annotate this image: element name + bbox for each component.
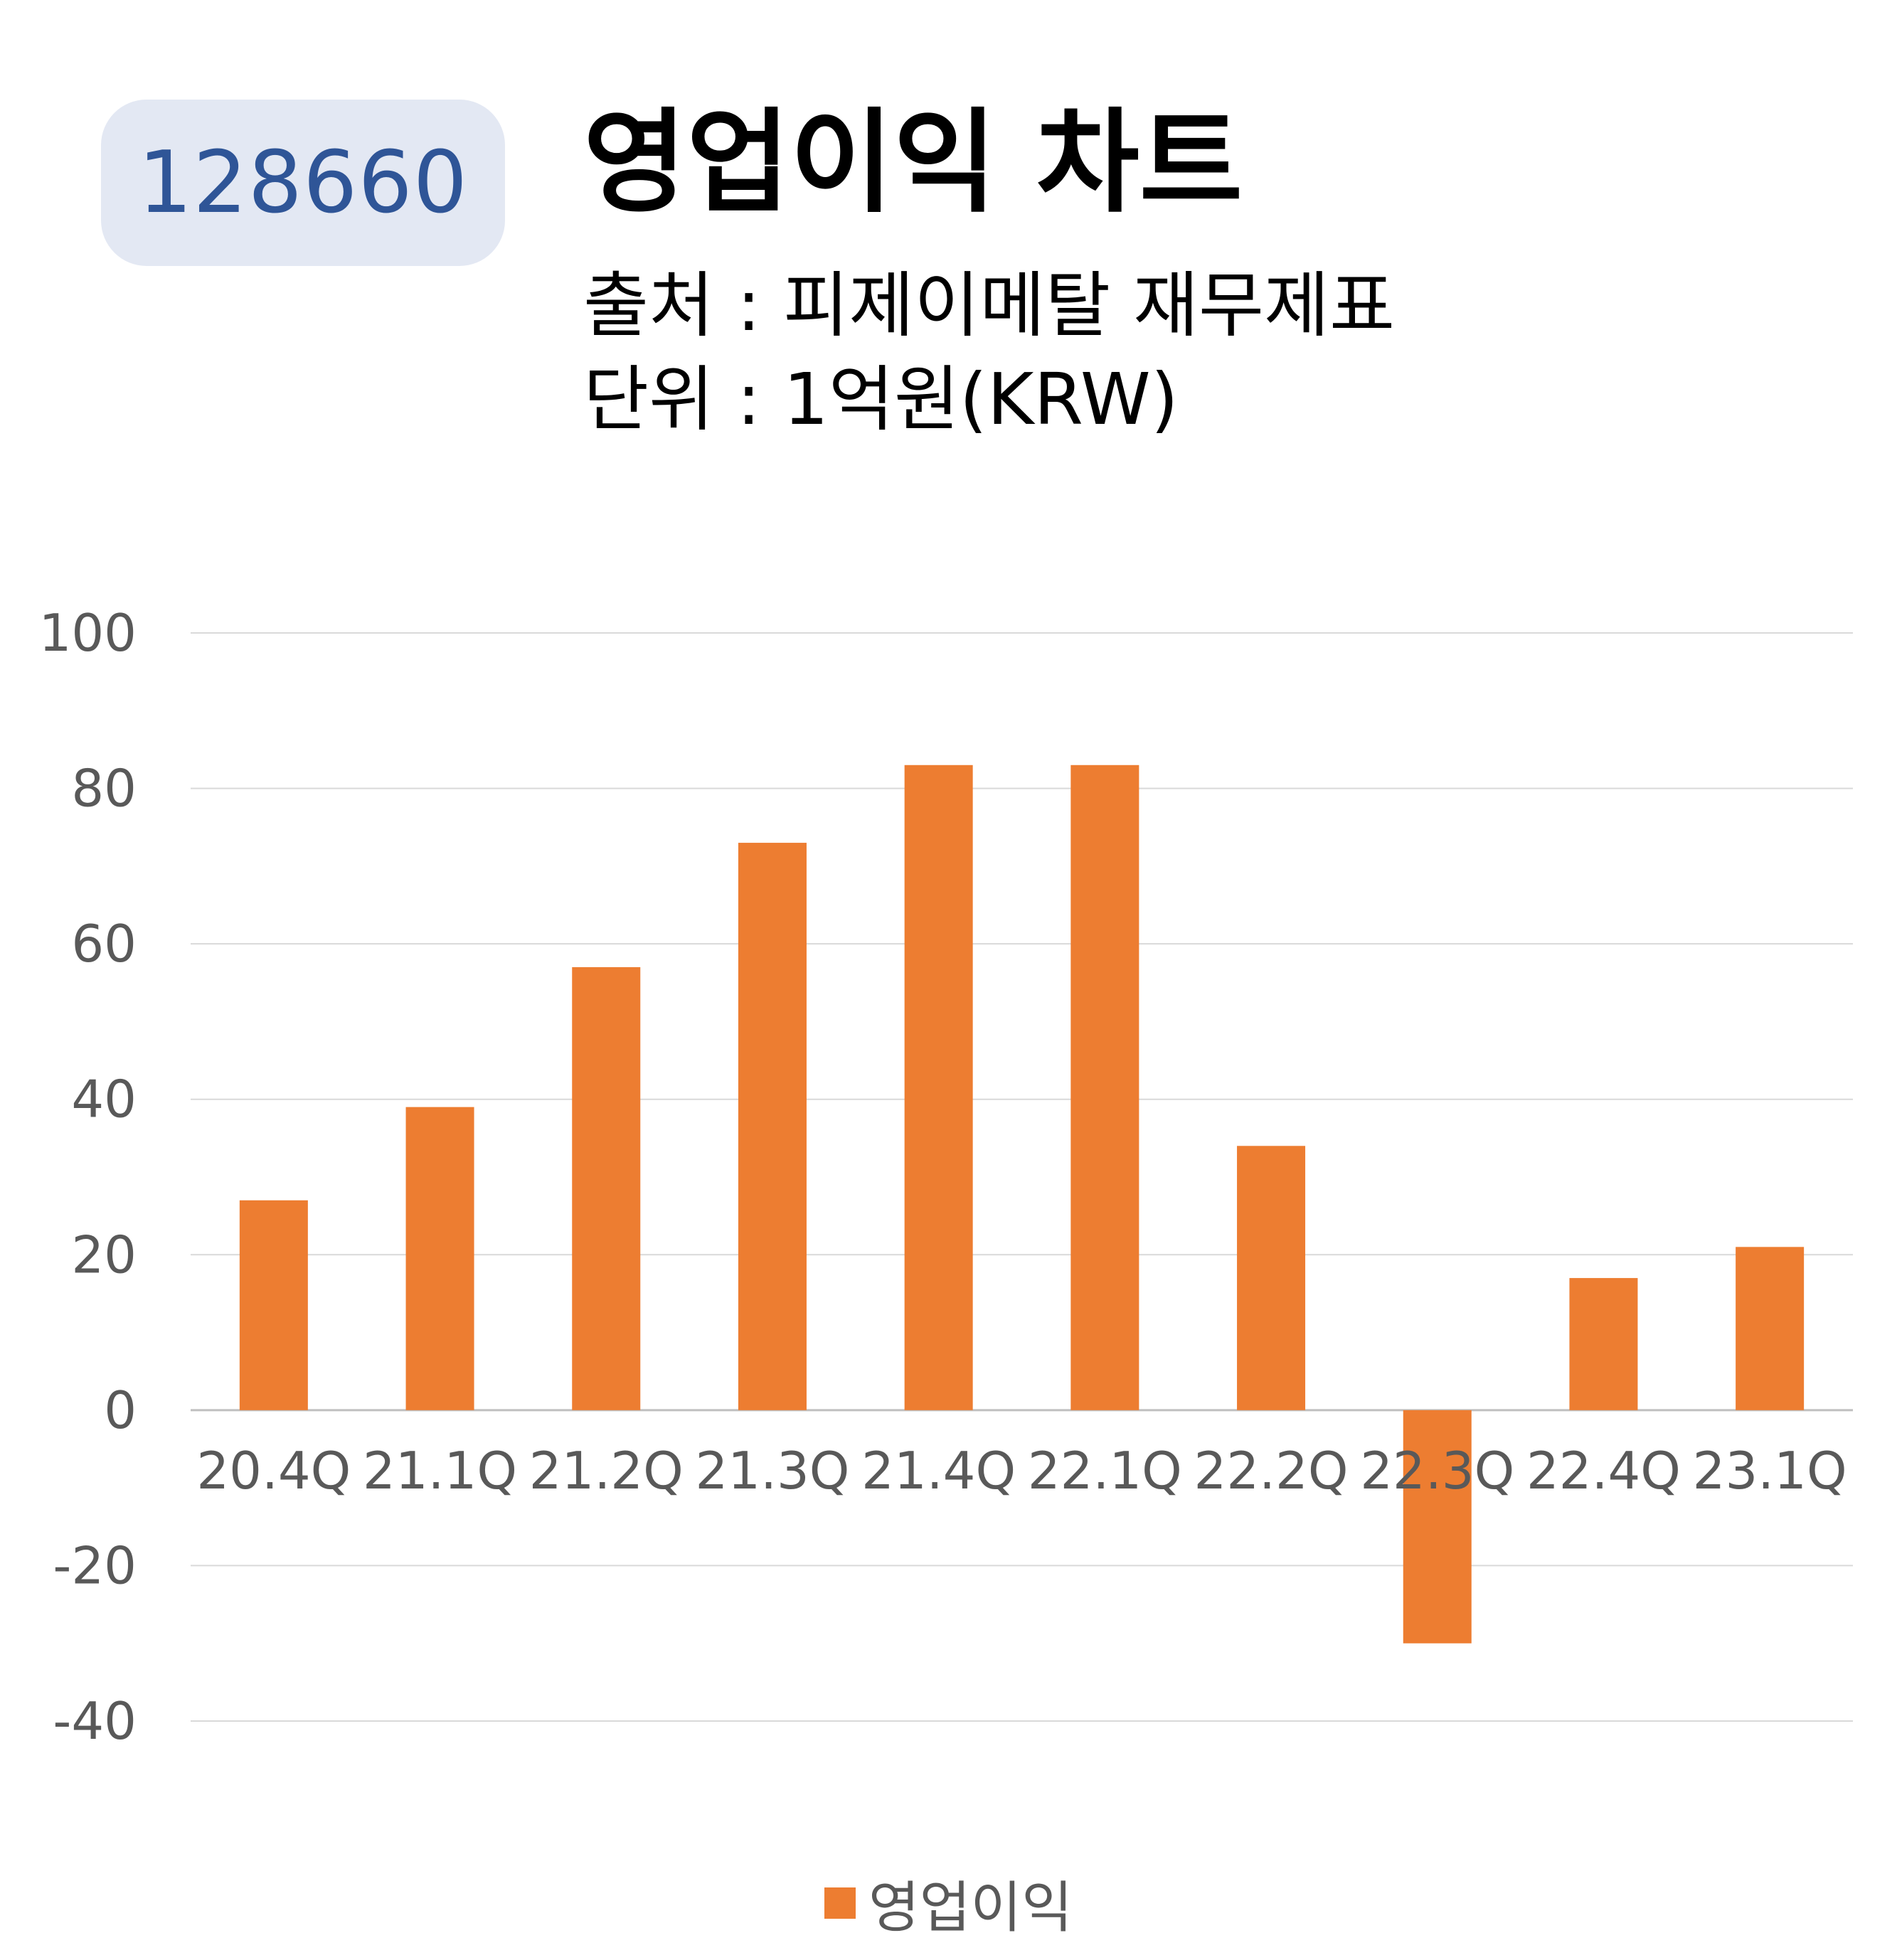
y-tick-label: 40: [71, 1070, 137, 1129]
bar: [1237, 1146, 1306, 1410]
bar: [1569, 1278, 1638, 1410]
y-axis-ticks: 100 80 60 40 20 0 -20 -40: [39, 603, 137, 1751]
x-tick-label: 23.1Q: [1693, 1441, 1847, 1501]
chart-unit: 단위 : 1억원(KRW): [583, 358, 1179, 441]
bar: [239, 1200, 308, 1410]
chart-title: 영업이익 차트: [583, 97, 1243, 228]
y-tick-label: 80: [71, 759, 137, 819]
bar: [738, 843, 807, 1410]
bar: [1070, 765, 1139, 1410]
y-tick-label: -20: [53, 1535, 137, 1595]
chart-source: 출처 : 피제이메탈 재무제표: [583, 264, 1396, 347]
y-tick-label: -40: [53, 1691, 137, 1751]
y-tick-label: 0: [104, 1380, 137, 1440]
x-tick-label: 22.2Q: [1194, 1441, 1349, 1501]
x-tick-label: 21.4Q: [861, 1441, 1016, 1501]
y-tick-label: 100: [39, 603, 137, 663]
bar: [1736, 1247, 1805, 1410]
x-tick-label: 21.1Q: [363, 1441, 517, 1501]
legend-swatch: [824, 1887, 856, 1919]
legend: 영업이익: [0, 1863, 1897, 1943]
x-tick-label: 22.1Q: [1028, 1441, 1182, 1501]
bar: [1403, 1410, 1472, 1644]
x-tick-label: 21.2Q: [529, 1441, 684, 1501]
bar: [904, 765, 973, 1410]
bar: [405, 1107, 474, 1410]
x-axis-ticks: 20.4Q 21.1Q 21.2Q 21.3Q 21.4Q 22.1Q 22.2Q 22.3Q…: [196, 1441, 1846, 1501]
stock-code-badge: 128660: [101, 100, 505, 266]
stock-code: 128660: [137, 133, 469, 233]
x-tick-label: 22.4Q: [1526, 1441, 1681, 1501]
x-tick-label: 22.3Q: [1360, 1441, 1514, 1501]
y-tick-label: 20: [71, 1225, 137, 1284]
bar: [572, 966, 641, 1410]
legend-label: 영업이익: [868, 1876, 1073, 1940]
x-tick-label: 20.4Q: [196, 1441, 351, 1501]
x-tick-label: 21.3Q: [695, 1441, 849, 1501]
y-tick-label: 60: [71, 914, 137, 974]
bars: [239, 765, 1805, 1644]
